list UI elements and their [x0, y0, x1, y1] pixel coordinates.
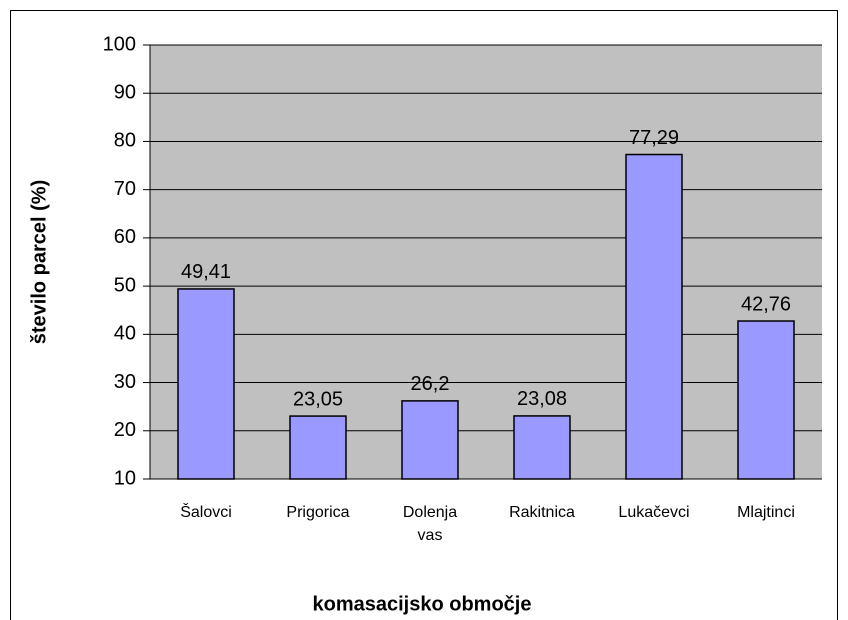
bar [289, 415, 347, 480]
y-tick-label: 60 [114, 226, 136, 248]
value-label: 42,76 [741, 293, 791, 315]
y-tick-label: 80 [114, 130, 136, 152]
x-tick-label: Mlajtinci [737, 504, 795, 521]
value-label: 26,2 [411, 373, 450, 395]
x-tick-label: Prigorica [286, 504, 349, 521]
value-label: 77,29 [629, 127, 679, 149]
y-tick-label: 10 [114, 467, 136, 489]
value-label: 23,08 [517, 388, 567, 410]
x-tick-label: Rakitnica [509, 504, 575, 521]
value-label: 49,41 [181, 261, 231, 283]
x-tick-label: Dolenja vas [403, 504, 457, 544]
x-tick-label: Lukačevci [618, 504, 689, 521]
y-tick-label: 50 [114, 274, 136, 296]
y-tick-label: 100 [103, 33, 136, 55]
bar [177, 288, 235, 480]
y-tick-label: 90 [114, 82, 136, 104]
y-axis-title: število parcel (%) [28, 180, 50, 345]
bar [737, 320, 795, 480]
x-axis-title: komasacijsko območje [313, 593, 532, 615]
y-tick-label: 70 [114, 178, 136, 200]
bar [513, 415, 571, 480]
y-tick-label: 30 [114, 371, 136, 393]
chart-border [10, 10, 838, 620]
y-tick-label: 20 [114, 419, 136, 441]
y-tick-label: 40 [114, 323, 136, 345]
x-tick-label: Šalovci [180, 502, 232, 521]
bar [401, 400, 459, 480]
bar [625, 153, 683, 480]
plot-area [150, 45, 822, 479]
value-label: 23,05 [293, 388, 343, 410]
